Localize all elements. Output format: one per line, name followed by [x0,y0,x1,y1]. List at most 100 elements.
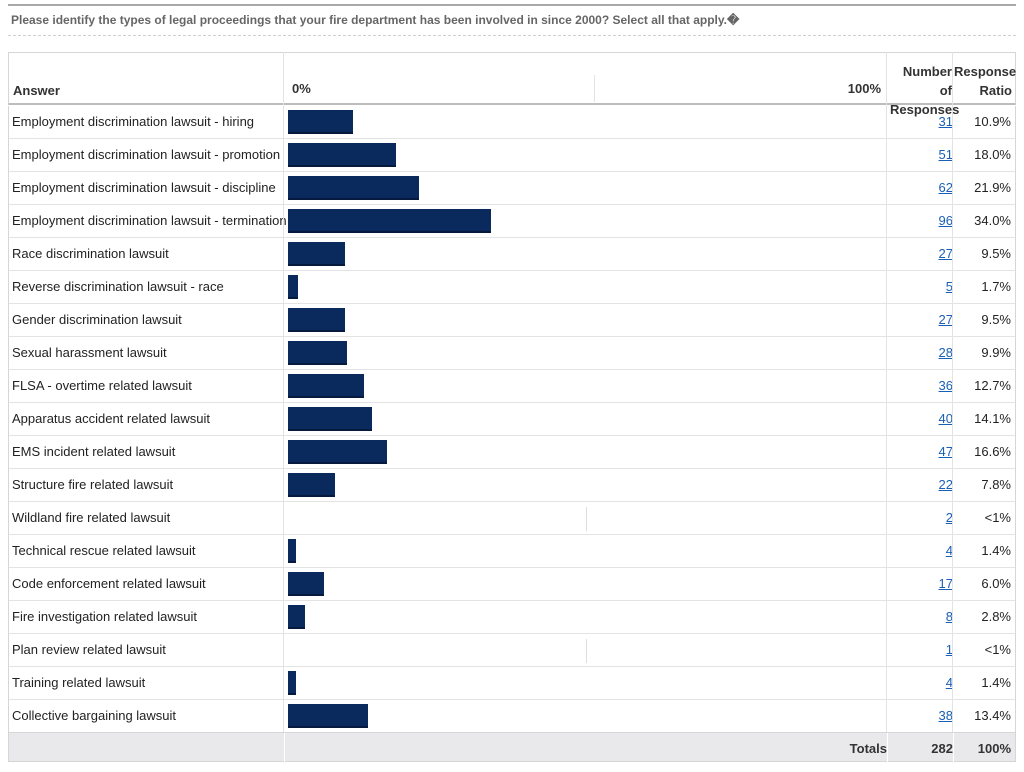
response-ratio: 1.4% [981,675,1011,690]
axis-zero-label: 0% [292,81,311,96]
response-count-link[interactable]: 51 [938,147,953,162]
table-row: Collective bargaining lawsuit 38 13.4% [8,700,1016,733]
answer-label: Employment discrimination lawsuit - hiri… [12,114,255,129]
table-row: Employment discrimination lawsuit - term… [8,205,1016,238]
answer-label: Employment discrimination lawsuit - disc… [12,180,276,195]
table-row: Employment discrimination lawsuit - hiri… [8,106,1016,139]
response-ratio: 21.9% [974,180,1011,195]
totals-percent: 100% [977,741,1011,756]
response-count-link[interactable]: 17 [938,576,953,591]
response-bar [288,440,387,464]
table-header: Answer 0% 100% Number of Responses Respo… [8,52,1017,117]
response-count-link[interactable]: 27 [938,312,953,327]
response-count-link[interactable]: 36 [938,378,953,393]
response-count-link[interactable]: 5 [945,279,953,294]
table-row: Employment discrimination lawsuit - prom… [8,139,1016,172]
table-row: Race discrimination lawsuit 27 9.5% [8,238,1016,271]
table-row: Structure fire related lawsuit 22 7.8% [8,469,1016,502]
answer-label: Training related lawsuit [12,675,146,690]
response-bar [288,209,491,233]
response-ratio: 2.8% [981,609,1011,624]
response-ratio: 9.9% [981,345,1011,360]
response-bar [288,605,305,629]
answer-label: Technical rescue related lawsuit [12,543,196,558]
response-ratio: 12.7% [974,378,1011,393]
axis-hundred-label: 100% [847,81,881,96]
response-count-link[interactable]: 40 [938,411,953,426]
table-row: Training related lawsuit 4 1.4% [8,667,1016,700]
response-bar [288,308,345,332]
table-row: Apparatus accident related lawsuit 40 14.1… [8,403,1016,436]
response-bar [288,110,353,134]
response-bar [288,539,296,563]
response-count-link[interactable]: 8 [945,609,953,624]
top-rule [8,4,1016,6]
response-ratio: 18.0% [974,147,1011,162]
response-ratio: 16.6% [974,444,1011,459]
results-table: Answer 0% 100% Number of Responses Respo… [8,52,1017,763]
num-responses-header: Number of Responses [890,62,960,119]
table-row: Reverse discrimination lawsuit - race 5 1.… [8,271,1016,304]
response-ratio: 1.7% [981,279,1011,294]
answer-label: Employment discrimination lawsuit - term… [12,213,287,228]
table-row: Sexual harassment lawsuit 28 9.9% [8,337,1016,370]
response-ratio: 13.4% [974,708,1011,723]
answer-label: FLSA - overtime related lawsuit [12,378,192,393]
response-bar [288,143,396,167]
table-row: Code enforcement related lawsuit 17 6.0% [8,568,1016,601]
response-ratio: 14.1% [974,411,1011,426]
response-count-link[interactable]: 38 [938,708,953,723]
response-count-link[interactable]: 28 [938,345,953,360]
table-row: FLSA - overtime related lawsuit 36 12.7% [8,370,1016,403]
response-count-link[interactable]: 62 [938,180,953,195]
response-bar [288,374,364,398]
answer-header: Answer [13,83,60,98]
response-bar [288,572,324,596]
empty-bar-marker [586,507,587,531]
column-divider [887,733,888,763]
answer-label: Fire investigation related lawsuit [12,609,197,624]
response-count-link[interactable]: 27 [938,246,953,261]
totals-count: 282 [931,741,953,756]
response-bar [288,473,335,497]
response-ratio: <1% [984,642,1011,657]
column-divider [283,52,284,732]
response-count-link[interactable]: 22 [938,477,953,492]
num-responses-header-line1: Number of [902,64,952,98]
answer-label: Race discrimination lawsuit [12,246,169,261]
totals-row: Totals 282 100% [8,732,1016,763]
response-bar [288,407,372,431]
answer-label: EMS incident related lawsuit [12,444,176,459]
ratio-header-line2: Ratio [979,83,1013,98]
table-row: Wildland fire related lawsuit 2 <1% [8,502,1016,535]
ratio-header-line1: Response [954,64,1017,79]
dotted-divider [8,35,1016,36]
response-ratio: 9.5% [981,312,1011,327]
response-count-link[interactable]: 4 [945,675,953,690]
answer-label: Plan review related lawsuit [12,642,166,657]
answer-label: Reverse discrimination lawsuit - race [12,279,224,294]
answer-label: Collective bargaining lawsuit [12,708,177,723]
table-row: Employment discrimination lawsuit - disc… [8,172,1016,205]
axis-mid-tick [594,75,595,102]
table-row: EMS incident related lawsuit 47 16.6% [8,436,1016,469]
ratio-header: Response Ratio [954,62,1017,100]
response-count-link[interactable]: 4 [945,543,953,558]
response-ratio: 34.0% [974,213,1011,228]
response-count-link[interactable]: 47 [938,444,953,459]
column-divider [886,52,887,732]
table-row: Plan review related lawsuit 1 <1% [8,634,1016,667]
num-responses-header-line2: Responses [890,102,960,117]
answer-label: Employment discrimination lawsuit - prom… [12,147,281,162]
column-divider [953,733,954,763]
response-count-link[interactable]: 1 [945,642,953,657]
response-count-link[interactable]: 31 [938,114,953,129]
answer-label: Wildland fire related lawsuit [12,510,171,525]
response-bar [288,704,368,728]
totals-label: Totals [849,741,887,756]
answer-label: Gender discrimination lawsuit [12,312,182,327]
question-title: Please identify the types of legal proce… [11,13,740,27]
response-count-link[interactable]: 2 [945,510,953,525]
table-row: Gender discrimination lawsuit 27 9.5% [8,304,1016,337]
response-count-link[interactable]: 96 [938,213,953,228]
